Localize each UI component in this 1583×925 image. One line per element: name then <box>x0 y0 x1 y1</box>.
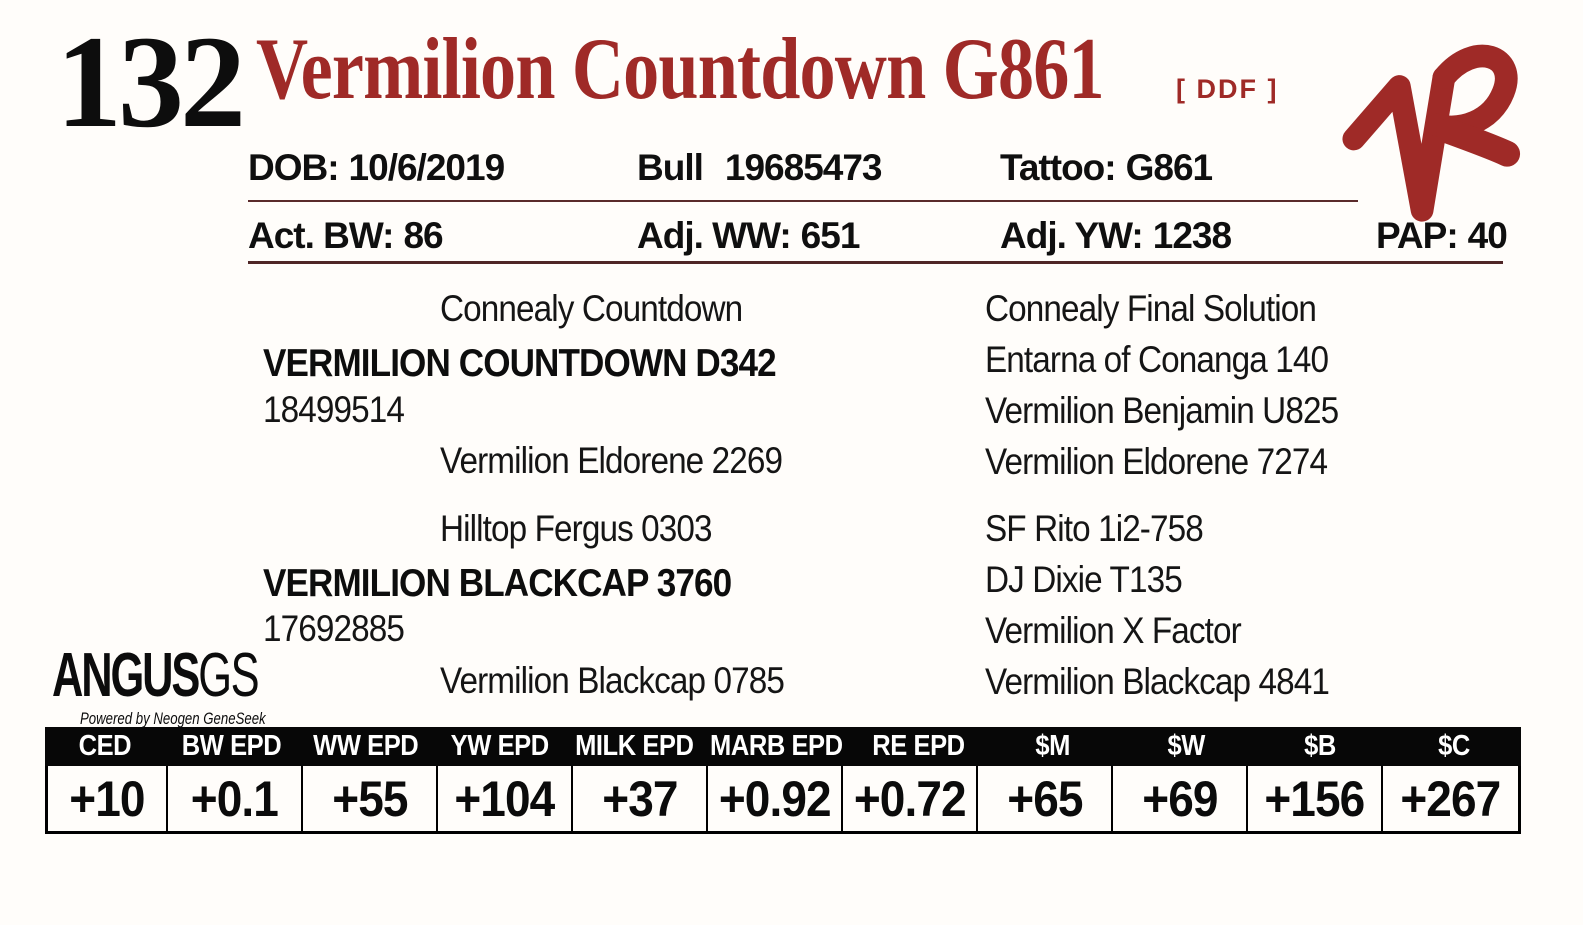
epd-value-dollar-b: +156 <box>1248 766 1383 831</box>
epd-value-re: +0.72 <box>843 766 978 831</box>
dob-label: DOB: <box>248 147 340 188</box>
epd-value-marb: +0.92 <box>708 766 843 831</box>
dam-grandsire: Hilltop Fergus 0303 <box>440 508 713 549</box>
sire-ancestor-3: Vermilion Benjamin U825 <box>985 390 1339 431</box>
epd-value-yw: +104 <box>438 766 573 831</box>
tattoo-field: Tattoo: G861 <box>1000 147 1214 189</box>
act-bw-label: Act. BW: <box>248 215 394 256</box>
tattoo-value: G861 <box>1125 147 1214 188</box>
sex-label: Bull <box>637 147 704 188</box>
tattoo-label: Tattoo: <box>1000 147 1117 188</box>
adj-ww-value: 651 <box>800 215 861 256</box>
epd-table: CED BW EPD WW EPD YW EPD MILK EPD MARB E… <box>45 727 1521 834</box>
info-row-1: DOB: 10/6/2019 Bull 19685473 Tattoo: G861 <box>248 147 1518 191</box>
angus-gs-logo: ANGUS GS Powered by Neogen GeneSeek <box>52 645 347 729</box>
epd-value-ced: +10 <box>48 766 168 831</box>
dam-ancestor-1: SF Rito 1i2-758 <box>985 508 1204 549</box>
epd-header-ww: WW EPD <box>313 730 419 762</box>
divider-rule-top <box>248 200 1358 202</box>
divider-rule-bottom <box>248 261 1503 264</box>
angus-logo-tagline: Powered by Neogen GeneSeek <box>80 710 266 728</box>
act-bw-value: 86 <box>403 215 443 256</box>
dam-registration: 17692885 <box>263 608 405 649</box>
epd-header-dollar-m: $M <box>1035 730 1070 762</box>
epd-header-ced: CED <box>78 730 132 762</box>
adj-yw-label: Adj. YW: <box>1000 215 1144 256</box>
info-row-2: Act. BW: 86 Adj. WW: 651 Adj. YW: 1238 PAP:… <box>248 215 1518 259</box>
sire-grandsire: Connealy Countdown <box>440 288 743 329</box>
title-tag-ddf: [ DDF ] <box>1176 74 1279 104</box>
epd-value-dollar-w: +69 <box>1113 766 1248 831</box>
dam-granddam: Vermilion Blackcap 0785 <box>440 660 785 701</box>
pap-field: PAP: 40 <box>1376 215 1508 257</box>
epd-table-value-row: +10 +0.1 +55 +104 +37 +0.92 +0.72 +65 +6… <box>45 766 1521 834</box>
epd-value-dollar-m: +65 <box>978 766 1113 831</box>
adj-yw-field: Adj. YW: 1238 <box>1000 215 1232 257</box>
angus-gs-text: GS <box>198 641 259 710</box>
epd-header-re: RE EPD <box>872 730 965 762</box>
adj-yw-value: 1238 <box>1152 215 1232 256</box>
dam-ancestor-4: Vermilion Blackcap 4841 <box>985 661 1330 702</box>
dam-ancestor-2: DJ Dixie T135 <box>985 559 1183 600</box>
dam-name: VERMILION BLACKCAP 3760 <box>263 562 732 605</box>
page-title: Vermilion Countdown G861 <box>256 21 1105 118</box>
epd-header-bw: BW EPD <box>182 730 282 762</box>
sire-granddam: Vermilion Eldorene 2269 <box>440 440 783 481</box>
epd-value-bw: +0.1 <box>168 766 303 831</box>
epd-value-milk: +37 <box>573 766 708 831</box>
sire-ancestor-2: Entarna of Conanga 140 <box>985 339 1329 380</box>
epd-header-milk: MILK EPD <box>574 730 694 762</box>
epd-value-ww: +55 <box>303 766 438 831</box>
dob-field: DOB: 10/6/2019 <box>248 147 506 189</box>
epd-table-header-row: CED BW EPD WW EPD YW EPD MILK EPD MARB E… <box>45 727 1521 766</box>
adj-ww-label: Adj. WW: <box>637 215 792 256</box>
pap-label: PAP: <box>1376 215 1459 256</box>
dam-ancestor-3: Vermilion X Factor <box>985 610 1242 651</box>
epd-header-dollar-b: $B <box>1304 730 1337 762</box>
act-bw-field: Act. BW: 86 <box>248 215 444 257</box>
sire-name: VERMILION COUNTDOWN D342 <box>263 342 777 385</box>
angus-logo-text: ANGUS <box>52 641 200 710</box>
epd-header-dollar-w: $W <box>1167 730 1206 762</box>
epd-header-dollar-c: $C <box>1438 730 1470 762</box>
registration-field: Bull 19685473 <box>637 147 883 189</box>
pap-value: 40 <box>1467 215 1508 256</box>
sire-ancestor-1: Connealy Final Solution <box>985 288 1317 329</box>
epd-value-dollar-c: +267 <box>1400 770 1502 827</box>
sire-ancestor-4: Vermilion Eldorene 7274 <box>985 441 1328 482</box>
sire-registration: 18499514 <box>263 389 405 430</box>
vr-brand-icon <box>1338 36 1526 239</box>
dob-value: 10/6/2019 <box>348 147 506 188</box>
registration-number: 19685473 <box>724 147 883 188</box>
epd-header-yw: YW EPD <box>450 730 549 762</box>
lot-number: 132 <box>56 8 246 155</box>
adj-ww-field: Adj. WW: 651 <box>637 215 861 257</box>
epd-header-marb: MARB EPD <box>710 730 843 762</box>
